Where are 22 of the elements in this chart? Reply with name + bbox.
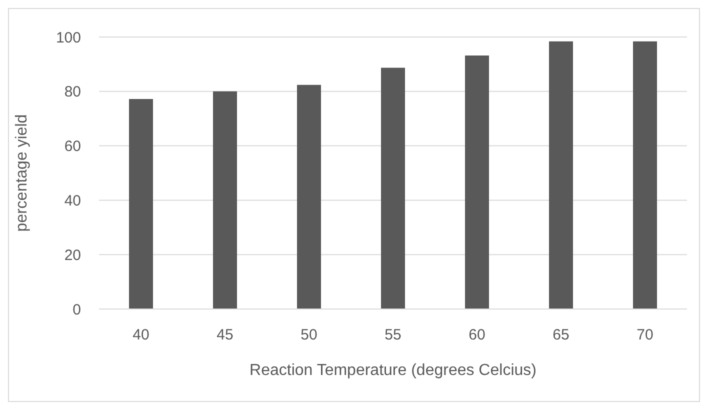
bar (297, 84, 321, 309)
y-tick-label: 80 (64, 84, 81, 101)
x-tick-label: 40 (132, 326, 150, 344)
y-tick-label: 20 (64, 246, 81, 264)
y-tick-label: 40 (64, 192, 81, 210)
bar (129, 99, 153, 309)
x-tick-label: 50 (300, 326, 318, 344)
y-tick-label: 0 (72, 301, 81, 318)
bar (381, 68, 405, 309)
x-tick-label: 65 (552, 326, 570, 344)
bar (213, 91, 237, 309)
x-tick-label: 60 (468, 326, 486, 344)
y-tick-label: 60 (64, 138, 81, 156)
bar (549, 41, 573, 309)
bar (465, 55, 489, 309)
x-tick-label: 70 (636, 326, 654, 344)
y-tick-label: 100 (56, 29, 81, 46)
y-axis-title: percentage yield (14, 114, 31, 232)
x-axis-title: Reaction Temperature (degrees Celcius) (250, 362, 536, 379)
bar (633, 41, 657, 309)
x-tick-label: 45 (216, 326, 234, 344)
x-tick-label: 55 (384, 326, 402, 344)
